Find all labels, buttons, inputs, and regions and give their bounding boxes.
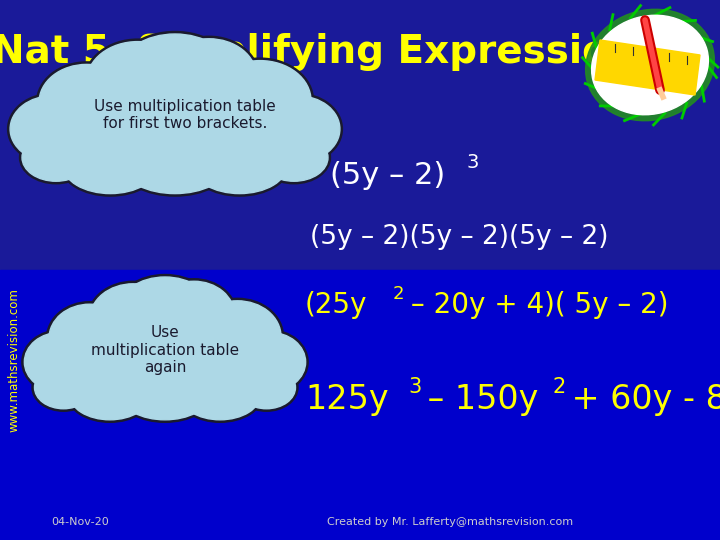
Text: Nat 5  Simplifying Expressions: Nat 5 Simplifying Expressions	[0, 33, 660, 71]
Ellipse shape	[47, 302, 132, 375]
Ellipse shape	[161, 39, 256, 115]
Ellipse shape	[159, 36, 259, 117]
Text: – 150y: – 150y	[417, 383, 539, 416]
Ellipse shape	[119, 277, 212, 342]
Ellipse shape	[179, 369, 261, 420]
Ellipse shape	[585, 9, 714, 121]
Ellipse shape	[84, 39, 191, 124]
Ellipse shape	[49, 304, 130, 372]
Ellipse shape	[258, 131, 330, 184]
Text: Use multiplication table
for first two brackets.: Use multiplication table for first two b…	[94, 99, 276, 131]
Ellipse shape	[192, 298, 284, 375]
Ellipse shape	[32, 364, 95, 411]
Ellipse shape	[192, 137, 287, 194]
Ellipse shape	[207, 58, 313, 143]
Ellipse shape	[8, 93, 98, 165]
Ellipse shape	[119, 370, 211, 422]
Ellipse shape	[87, 281, 179, 357]
Ellipse shape	[235, 364, 298, 411]
Ellipse shape	[194, 301, 281, 372]
Ellipse shape	[60, 134, 161, 196]
Text: + 60y - 8: + 60y - 8	[561, 383, 720, 416]
Ellipse shape	[260, 134, 328, 181]
Ellipse shape	[238, 366, 295, 409]
Text: 125y: 125y	[305, 383, 389, 416]
Ellipse shape	[230, 330, 308, 394]
Ellipse shape	[19, 131, 92, 184]
Ellipse shape	[22, 134, 90, 181]
Ellipse shape	[233, 332, 306, 392]
Text: www.mathsrevision.com: www.mathsrevision.com	[7, 288, 20, 432]
Ellipse shape	[69, 369, 150, 420]
Ellipse shape	[89, 284, 176, 355]
Ellipse shape	[116, 274, 214, 344]
Polygon shape	[595, 40, 700, 95]
Text: Created by Mr. Lafferty@mathsrevision.com: Created by Mr. Lafferty@mathsrevision.co…	[327, 517, 573, 527]
Ellipse shape	[10, 96, 95, 162]
Ellipse shape	[87, 289, 243, 409]
Text: (25y: (25y	[305, 291, 367, 319]
Ellipse shape	[592, 15, 708, 114]
Ellipse shape	[37, 62, 137, 143]
Text: Use
multiplication table
again: Use multiplication table again	[91, 325, 239, 375]
Ellipse shape	[255, 96, 340, 162]
Text: 3: 3	[408, 377, 421, 397]
Ellipse shape	[35, 366, 92, 409]
Ellipse shape	[67, 366, 153, 422]
Ellipse shape	[121, 34, 230, 106]
Ellipse shape	[84, 48, 266, 182]
Text: 04-Nov-20: 04-Nov-20	[51, 517, 109, 527]
Ellipse shape	[253, 93, 343, 165]
Ellipse shape	[177, 366, 264, 422]
Ellipse shape	[86, 42, 189, 122]
Text: 2: 2	[393, 285, 405, 303]
Ellipse shape	[151, 279, 237, 352]
Ellipse shape	[89, 292, 240, 407]
Text: 3: 3	[466, 153, 478, 172]
Ellipse shape	[39, 64, 134, 140]
Ellipse shape	[63, 137, 158, 194]
Ellipse shape	[153, 281, 235, 349]
Ellipse shape	[209, 60, 311, 140]
Ellipse shape	[124, 140, 226, 194]
Ellipse shape	[118, 31, 232, 109]
Ellipse shape	[86, 50, 264, 179]
Text: (5y – 2)(5y – 2)(5y – 2): (5y – 2)(5y – 2)(5y – 2)	[310, 224, 608, 250]
Ellipse shape	[122, 138, 228, 196]
Ellipse shape	[122, 372, 209, 420]
Text: – 20y + 4)( 5y – 2): – 20y + 4)( 5y – 2)	[402, 291, 668, 319]
Ellipse shape	[22, 330, 99, 394]
Ellipse shape	[24, 332, 97, 392]
Ellipse shape	[189, 134, 289, 196]
Text: (5y – 2): (5y – 2)	[330, 160, 445, 190]
Text: 2: 2	[552, 377, 565, 397]
